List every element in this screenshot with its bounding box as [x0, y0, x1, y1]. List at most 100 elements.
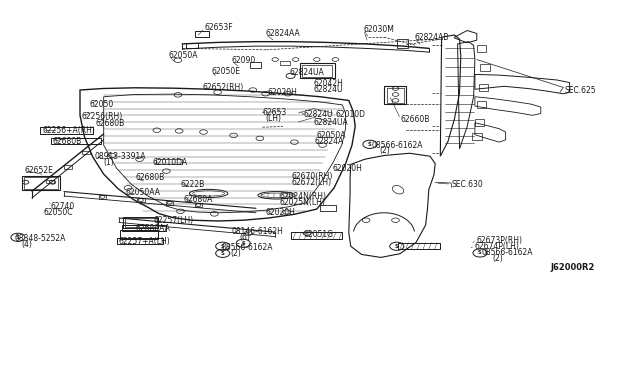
Text: 62824AA: 62824AA: [266, 29, 300, 38]
Text: 62020H: 62020H: [268, 88, 298, 97]
Text: (2): (2): [230, 249, 241, 258]
Text: 62824UA: 62824UA: [290, 68, 324, 77]
Text: (4): (4): [21, 240, 32, 248]
Text: 62680B: 62680B: [52, 137, 82, 146]
Text: 08566-6162A: 08566-6162A: [481, 248, 532, 257]
Text: 62674P(LH): 62674P(LH): [475, 242, 520, 251]
Text: 62652E: 62652E: [24, 166, 53, 175]
Bar: [99, 195, 106, 199]
Text: 62050A: 62050A: [317, 131, 346, 140]
Bar: [186, 43, 198, 48]
Text: 62660B: 62660B: [401, 115, 430, 124]
Text: 62256(RH): 62256(RH): [82, 112, 123, 121]
Bar: [291, 232, 342, 239]
Text: S: S: [221, 251, 225, 256]
Bar: [40, 127, 93, 134]
Text: 62042H: 62042H: [314, 79, 344, 88]
Text: 62680A: 62680A: [183, 195, 212, 203]
Bar: [195, 203, 202, 207]
Text: 62090: 62090: [232, 56, 256, 65]
Text: 62672(LH): 62672(LH): [291, 178, 332, 187]
Bar: [125, 218, 157, 227]
Text: (6): (6): [239, 233, 250, 242]
Bar: [477, 45, 486, 52]
Bar: [477, 101, 486, 108]
Text: 62824U: 62824U: [314, 85, 343, 94]
Text: 62050AA: 62050AA: [125, 188, 161, 197]
Bar: [120, 230, 158, 239]
Bar: [480, 64, 490, 71]
Text: (1): (1): [104, 158, 115, 167]
Text: 62653: 62653: [262, 108, 287, 117]
Text: 6222B: 6222B: [180, 180, 205, 189]
Bar: [479, 84, 488, 91]
Text: 62050C: 62050C: [44, 208, 73, 217]
Text: (2): (2): [379, 146, 390, 155]
Text: 62051G: 62051G: [304, 230, 334, 239]
Text: (2): (2): [493, 254, 504, 263]
Text: 62050E: 62050E: [211, 67, 240, 76]
Text: 62824A: 62824A: [315, 137, 344, 146]
Text: 62010D: 62010D: [336, 110, 366, 119]
Text: 62024N(RH): 62024N(RH): [279, 192, 326, 201]
Text: (LH): (LH): [266, 114, 282, 123]
Text: 08348-5252A: 08348-5252A: [14, 234, 65, 243]
Bar: [64, 165, 72, 169]
Bar: [397, 39, 408, 48]
Text: 62680B: 62680B: [136, 173, 165, 182]
Bar: [195, 31, 209, 37]
Bar: [384, 86, 406, 104]
Bar: [300, 63, 335, 78]
Bar: [302, 65, 332, 77]
Text: 62257+A(LH): 62257+A(LH): [118, 237, 170, 246]
Text: 62653F: 62653F: [205, 23, 234, 32]
Text: S: S: [395, 244, 399, 249]
Bar: [137, 198, 145, 202]
Bar: [117, 238, 163, 244]
Bar: [122, 225, 166, 231]
Bar: [82, 151, 90, 154]
Text: 62670(RH): 62670(RH): [291, 172, 333, 181]
Text: 62257(LH): 62257(LH): [154, 216, 194, 225]
Text: 08913-3391A: 08913-3391A: [95, 152, 146, 161]
Text: S: S: [221, 244, 225, 249]
Text: 62680B: 62680B: [96, 119, 125, 128]
Bar: [387, 88, 404, 103]
Text: 62673P(RH): 62673P(RH): [477, 236, 523, 245]
Text: SEC.630: SEC.630: [451, 180, 483, 189]
Bar: [156, 159, 182, 164]
Text: S: S: [16, 235, 20, 240]
Text: 62740: 62740: [51, 202, 75, 211]
Bar: [250, 62, 261, 68]
Bar: [24, 177, 58, 189]
Bar: [398, 243, 440, 249]
Text: J62000R2: J62000R2: [550, 263, 595, 272]
Text: 62020H: 62020H: [333, 164, 363, 173]
Text: 62824UA: 62824UA: [314, 118, 348, 126]
Bar: [475, 119, 484, 126]
Text: 62680AA: 62680AA: [136, 224, 170, 233]
Text: 62020H: 62020H: [266, 208, 296, 217]
Text: 08566-6162A: 08566-6162A: [371, 141, 422, 150]
Bar: [51, 138, 101, 144]
Text: 62824AB: 62824AB: [414, 33, 449, 42]
Bar: [22, 176, 60, 190]
Bar: [320, 205, 336, 211]
Bar: [46, 180, 54, 183]
Bar: [166, 201, 173, 205]
Text: 62030M: 62030M: [364, 25, 394, 34]
Bar: [280, 61, 290, 65]
Text: 62025N(LH): 62025N(LH): [279, 198, 325, 207]
Text: 62010DA: 62010DA: [152, 158, 188, 167]
Text: 62824U: 62824U: [304, 110, 333, 119]
Text: S: S: [241, 241, 245, 246]
Text: S: S: [478, 250, 482, 256]
Text: 62050: 62050: [90, 100, 114, 109]
Bar: [472, 133, 482, 140]
Bar: [123, 217, 158, 228]
Text: 62050A: 62050A: [169, 51, 198, 60]
Text: 08566-6162A: 08566-6162A: [221, 243, 273, 252]
Text: SEC.625: SEC.625: [564, 86, 596, 94]
Text: S: S: [368, 142, 372, 147]
Text: 08146-6162H: 08146-6162H: [232, 227, 284, 236]
